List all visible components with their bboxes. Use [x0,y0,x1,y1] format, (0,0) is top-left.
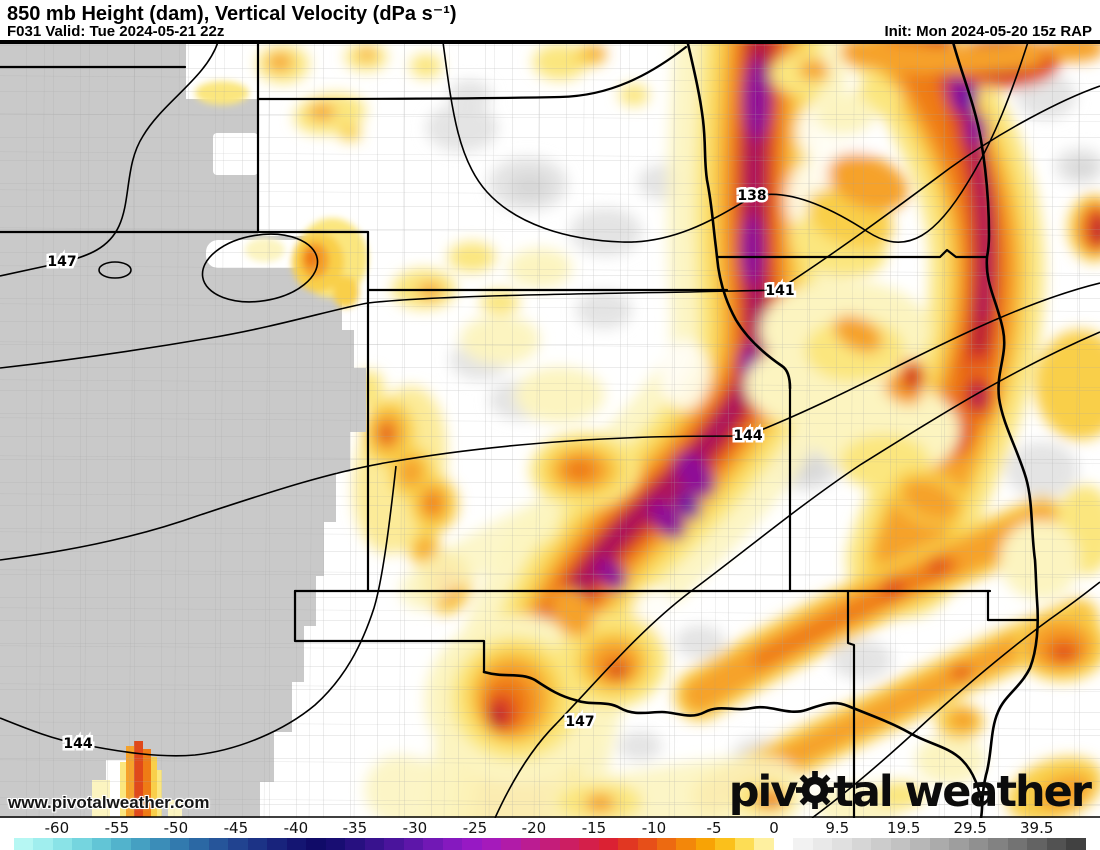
colorbar-tick: -15 [581,819,607,837]
colorbar-cell [773,838,794,850]
colorbar-cell [656,838,677,850]
state-borders [0,42,1040,818]
colorbar-cell [130,838,151,850]
colorbar-cell [111,838,131,850]
colorbar-cell [968,838,989,850]
colorbar-cell [189,838,209,850]
contour-label: 138 [737,188,766,204]
colorbar-cell [442,838,463,850]
colorbar-cell [812,838,833,850]
colorbar-cell [228,838,248,850]
colorbar-cell [871,838,891,850]
colorbar-tick: 9.5 [825,819,850,837]
colorbar-cell [481,838,502,850]
colorbar-cell [520,838,541,850]
logo-text-left: piv [728,767,799,817]
colorbar-cell [1046,838,1067,850]
colorbar [14,838,1086,850]
colorbar-cell [793,838,813,850]
colorbar-cell [267,838,287,850]
colorbar-cell [559,838,580,850]
colorbar-tick: 39.5 [1019,819,1054,837]
valid-time-label: F031 Valid: Tue 2024-05-21 22z [7,23,225,40]
colorbar-cell [618,838,638,850]
colorbar-tick: -10 [641,819,667,837]
colorbar-cell [33,838,53,850]
colorbar-tick: -5 [706,819,722,837]
colorbar-tick: -45 [223,819,249,837]
colorbar-cell [734,838,755,850]
colorbar-cell [832,838,852,850]
contour-labels: 147 138 141 144 144 147 [45,186,797,755]
colorbar-cell [345,838,365,850]
contour-label: 144 [63,736,92,752]
colorbar-cell [715,838,735,850]
colorbar-cell [676,838,696,850]
colorbar-cell [1027,838,1047,850]
colorbar-cell [910,838,930,850]
missouri-river [686,42,792,390]
colorbar-cell [695,838,716,850]
colorbar-cell [754,838,774,850]
colorbar-tick: -20 [521,819,547,837]
logo-text-right: tal weather [833,767,1092,817]
colorbar-cell [423,838,443,850]
colorbar-tick: -40 [283,819,309,837]
colorbar-tick: -30 [402,819,428,837]
colorbar-tick: 29.5 [953,819,987,837]
colorbar-cell [325,838,346,850]
map-header: 850 mb Height (dam), Vertical Velocity (… [0,0,1100,42]
colorbar-tick: 0 [769,819,779,837]
colorbar-cell [579,838,599,850]
height-contours [0,42,1100,818]
colorbar-cell [988,838,1008,850]
colorbar-cell [150,838,170,850]
colorbar-tick: -55 [104,819,130,837]
colorbar-cell [929,838,950,850]
contour-label: 141 [765,283,794,299]
colorbar-cell [286,838,307,850]
colorbar-cell [91,838,112,850]
colorbar-cell [949,838,969,850]
colorbar-cell [306,838,326,850]
colorbar-cell [637,838,657,850]
contour-label: 147 [47,254,76,270]
colorbar-cell [72,838,92,850]
init-time-label: Init: Mon 2024-05-20 15z RAP [884,23,1092,40]
colorbar-cell [851,838,872,850]
canadian-arkansas-river [482,670,984,808]
colorbar-cell [890,838,911,850]
colorbar-cell [169,838,190,850]
contour-label: 147 [565,714,594,730]
colorbar-cell [403,838,424,850]
page-title: 850 mb Height (dam), Vertical Velocity (… [7,3,457,25]
colorbar-cell [1066,838,1086,850]
gear-icon [796,770,835,818]
watermark: www.pivotalweather.com [8,793,210,812]
colorbar-cell [1007,838,1028,850]
colorbar-cell [462,838,482,850]
colorbar-cell [384,838,404,850]
colorbar-cell [14,838,34,850]
colorbar-tick: -25 [462,819,488,837]
colorbar-tick: 19.5 [887,819,921,837]
county-grid [0,42,1100,818]
colorbar-ticks: -60 -55 -50 -45 -40 -35 -30 -25 -20 -15 -10 -5 0 9.5 1… [14,818,1086,838]
colorbar-cell [208,838,229,850]
colorbar-tick: -35 [342,819,368,837]
colorbar-cell [247,838,268,850]
colorbar-cell [540,838,560,850]
colorbar-tick: -60 [44,819,70,837]
mississippi-river [951,42,1040,818]
colorbar-cell [598,838,619,850]
colorbar-cell [501,838,521,850]
weather-map: 147 138 141 144 144 147 [0,42,1100,818]
pivotal-weather-logo: piv tal weather [728,767,1092,818]
colorbar-cell [364,838,385,850]
colorbar-tick: -50 [163,819,189,837]
contour-label: 144 [733,428,762,444]
colorbar-cell [52,838,73,850]
